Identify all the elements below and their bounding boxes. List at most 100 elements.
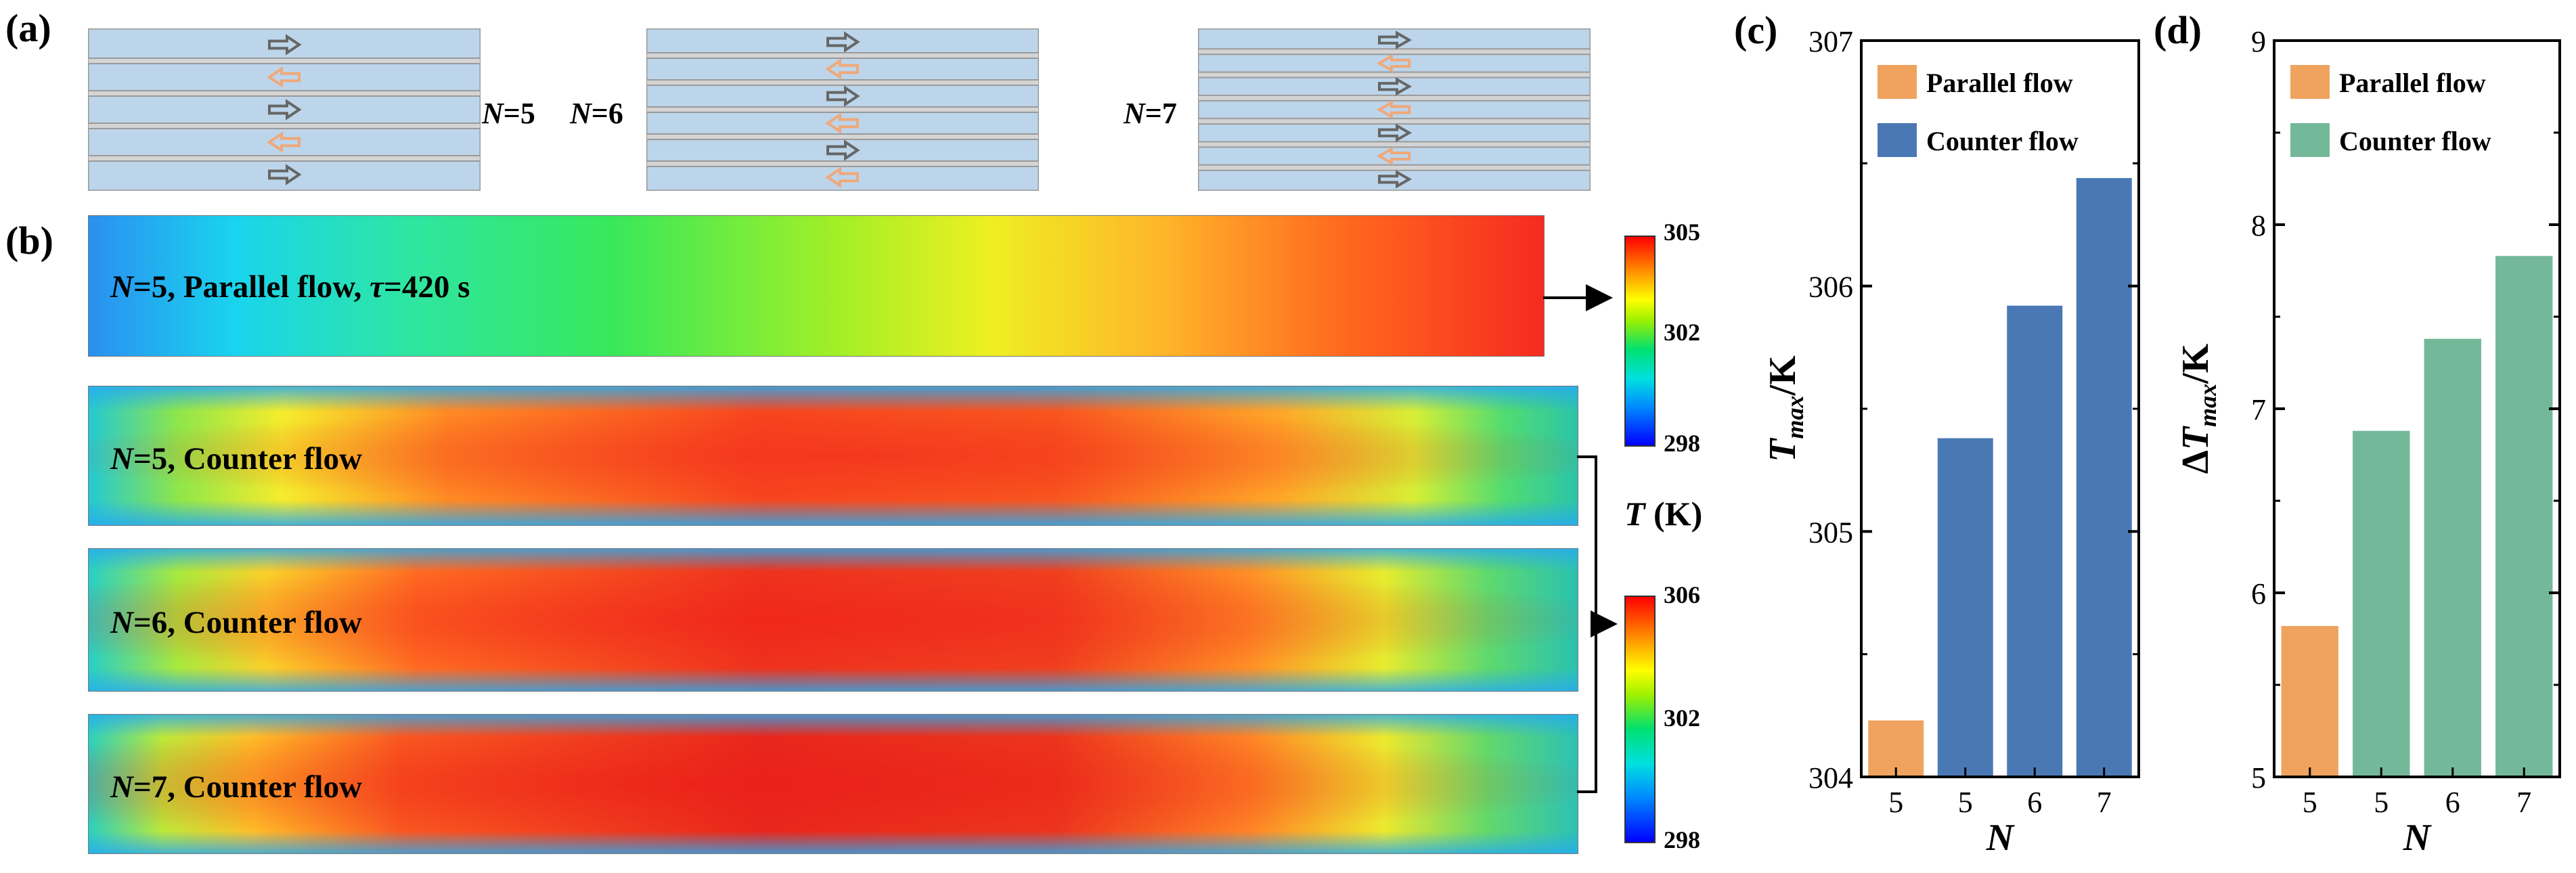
channel-wall bbox=[646, 52, 1039, 59]
x-tick-label: 7 bbox=[2516, 786, 2531, 819]
x-tick-label: 5 bbox=[1888, 786, 1903, 819]
y-tick-label: 8 bbox=[2251, 209, 2266, 242]
colorbar-top bbox=[1624, 236, 1656, 447]
channel-wall bbox=[88, 58, 481, 64]
arrow-right-icon bbox=[1378, 123, 1413, 143]
x-tick-label: 5 bbox=[2374, 786, 2389, 819]
legend-label: Parallel flow bbox=[2339, 68, 2486, 98]
colorbar-bottom-min: 298 bbox=[1664, 826, 1700, 853]
channel-wall bbox=[1198, 71, 1591, 79]
legend-swatch bbox=[2290, 65, 2330, 99]
colorbar-top-mid: 302 bbox=[1664, 319, 1700, 346]
arrow-right-icon bbox=[826, 31, 860, 53]
channel-diagram-n6 bbox=[646, 28, 1039, 191]
arrow-left-icon bbox=[267, 66, 301, 88]
arrow-left-icon bbox=[1376, 100, 1411, 119]
arrow-right-icon bbox=[268, 164, 302, 185]
bar bbox=[2007, 305, 2063, 777]
arrow-right-icon bbox=[826, 85, 860, 107]
y-tick-label: 7 bbox=[2251, 393, 2266, 426]
panel-label: (d) bbox=[2154, 8, 2202, 52]
panel-a-label: (a) bbox=[5, 6, 51, 50]
legend-swatch bbox=[1878, 65, 1917, 99]
bar bbox=[2281, 625, 2338, 777]
arrow-right-icon bbox=[826, 139, 860, 161]
config-label-n7: N=7 bbox=[1124, 97, 1177, 130]
colorbar-bottom-mid: 302 bbox=[1664, 704, 1700, 732]
config-label-n5: N=5 bbox=[482, 97, 535, 130]
channel-wall bbox=[1198, 48, 1591, 55]
bar bbox=[2495, 256, 2553, 777]
arrow-left-icon bbox=[1376, 53, 1411, 73]
x-axis-label: N bbox=[1986, 817, 2016, 859]
channel-wall bbox=[1198, 118, 1591, 125]
map-connector-lines bbox=[1543, 284, 1618, 793]
panel-label: (c) bbox=[1734, 8, 1777, 52]
bar bbox=[2076, 178, 2132, 777]
channel-wall bbox=[88, 122, 481, 129]
channel-wall bbox=[88, 90, 481, 97]
channel-wall bbox=[1198, 94, 1591, 102]
x-tick-label: 6 bbox=[2445, 786, 2460, 819]
legend-swatch bbox=[1878, 123, 1917, 157]
arrow-left-icon bbox=[825, 166, 859, 188]
x-tick-label: 6 bbox=[2027, 786, 2042, 819]
arrow-right-icon bbox=[1378, 170, 1413, 189]
temperature-unit-label: T (K) bbox=[1624, 495, 1703, 533]
y-tick-label: 9 bbox=[2251, 25, 2266, 58]
bar-chart-temperature-difference: (d) 5 6 7 8 9 5 5 6 7 N ΔTmax/K Parallel flow Counter… bbox=[2154, 8, 2561, 859]
x-tick-label: 5 bbox=[2303, 786, 2317, 819]
colorbar-top-min: 298 bbox=[1664, 430, 1700, 457]
y-tick-label: 306 bbox=[1808, 271, 1853, 304]
channel-diagram-n7 bbox=[1198, 28, 1591, 191]
arrow-right-icon bbox=[268, 99, 302, 120]
colorbar-top-max: 305 bbox=[1664, 219, 1700, 246]
arrow-right-icon bbox=[1378, 76, 1413, 96]
temperature-map-counter-n5: N=5, Counter flow bbox=[88, 386, 1578, 526]
arrow-left-icon bbox=[1376, 146, 1411, 166]
channel-wall bbox=[1198, 164, 1591, 171]
legend-swatch bbox=[2290, 123, 2330, 157]
channel-wall bbox=[646, 106, 1039, 113]
channel-wall bbox=[88, 155, 481, 162]
y-tick-label: 307 bbox=[1808, 25, 1853, 58]
bar bbox=[2424, 338, 2481, 777]
map-label: N=5, Counter flow bbox=[110, 441, 362, 476]
arrow-left-icon bbox=[267, 131, 301, 153]
legend-label: Counter flow bbox=[2339, 126, 2491, 156]
channel-diagram-n5 bbox=[88, 28, 481, 191]
temperature-map-counter-n7: N=7, Counter flow bbox=[88, 714, 1578, 854]
legend-label: Parallel flow bbox=[1926, 68, 2073, 98]
channel-wall bbox=[646, 79, 1039, 86]
arrow-right-icon bbox=[1378, 30, 1413, 49]
x-tick-label: 7 bbox=[2097, 786, 2112, 819]
x-axis-label: N bbox=[2403, 817, 2433, 859]
colorbar-bottom bbox=[1624, 596, 1656, 843]
y-tick-label: 305 bbox=[1808, 516, 1853, 549]
channel-wall bbox=[646, 133, 1039, 140]
map-label: N=7, Counter flow bbox=[110, 769, 362, 805]
y-tick-label: 6 bbox=[2251, 577, 2266, 610]
panel-b-label: (b) bbox=[5, 219, 53, 263]
bar bbox=[1937, 438, 1993, 777]
connector-bracket bbox=[1577, 455, 1597, 793]
y-axis-label: Tmax/K bbox=[1762, 355, 1808, 462]
legend-label: Counter flow bbox=[1926, 126, 2079, 156]
channel-block bbox=[1198, 28, 1591, 191]
config-label-n6: N=6 bbox=[570, 97, 623, 130]
bar bbox=[2353, 430, 2410, 777]
bar-chart-max-temperature: (c) 304 305 306 307 5 5 6 7 N Tmax/K Parallel flow C… bbox=[1734, 8, 2140, 859]
y-tick-label: 304 bbox=[1808, 761, 1853, 794]
arrow-left-icon bbox=[825, 112, 859, 134]
map-label: N=5, Parallel flow, τ=420 s bbox=[110, 269, 470, 305]
map-label: N=6, Counter flow bbox=[110, 605, 362, 640]
colorbar-bottom-max: 306 bbox=[1664, 581, 1700, 608]
arrow-right-icon bbox=[268, 34, 302, 55]
y-axis-label: ΔTmax/K bbox=[2175, 343, 2221, 474]
channel-wall bbox=[646, 160, 1039, 167]
channel-block bbox=[88, 28, 481, 191]
arrow-left-icon bbox=[825, 58, 859, 80]
y-tick-label: 5 bbox=[2251, 761, 2266, 794]
temperature-map-parallel-n5: N=5, Parallel flow, τ=420 s bbox=[88, 215, 1545, 357]
channel-wall bbox=[1198, 141, 1591, 148]
